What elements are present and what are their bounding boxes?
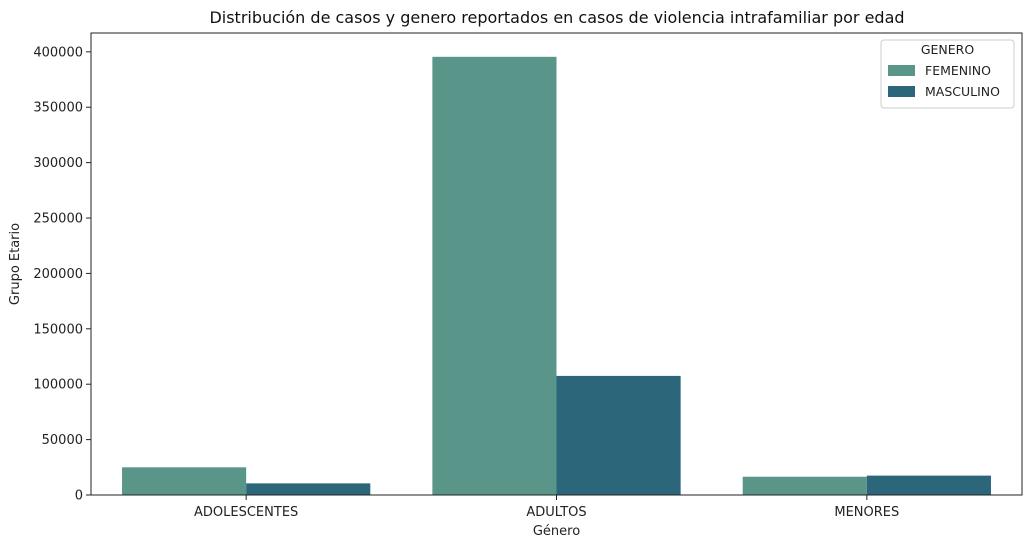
legend-swatch-femenino [888,65,915,76]
legend-swatch-masculino [888,86,915,97]
x-tick-label: MENORES [834,505,899,520]
bar-adolescentes-masculino [246,483,371,495]
x-axis: ADOLESCENTES ADULTOS MENORES [194,495,899,520]
bars-group [122,56,991,496]
y-tick-label: 150000 [33,322,83,337]
y-tick-label: 250000 [33,212,83,227]
chart-title: Distribución de casos y genero reportado… [209,8,904,27]
x-tick-label: ADULTOS [526,505,586,520]
legend: GENERO FEMENINO MASCULINO [880,39,1015,109]
plot-frame [90,32,1023,496]
bar-adolescentes-femenino [122,467,247,495]
legend-label-femenino: FEMENINO [925,63,991,78]
legend-title: GENERO [921,42,975,57]
y-tick-label: 50000 [42,433,83,448]
y-tick-label: 350000 [33,101,83,116]
bar-menores-femenino [742,476,867,495]
bar-menores-masculino [866,475,991,495]
y-tick-label: 0 [75,489,83,504]
y-tick-label: 100000 [33,378,83,393]
legend-label-masculino: MASCULINO [925,84,1000,99]
y-axis: 0 50000 100000 150000 200000 250000 300000 3500… [33,45,91,504]
y-tick-label: 200000 [33,267,83,282]
x-tick-label: ADOLESCENTES [194,505,298,520]
y-tick-label: 300000 [33,156,83,171]
x-axis-label: Género [533,524,580,539]
legend-items: FEMENINO MASCULINO [888,63,1000,99]
y-axis-label: Grupo Etario [8,223,23,305]
y-tick-label: 400000 [33,45,83,60]
bar-adultos-masculino [556,375,681,495]
bar-adultos-femenino [432,56,557,496]
